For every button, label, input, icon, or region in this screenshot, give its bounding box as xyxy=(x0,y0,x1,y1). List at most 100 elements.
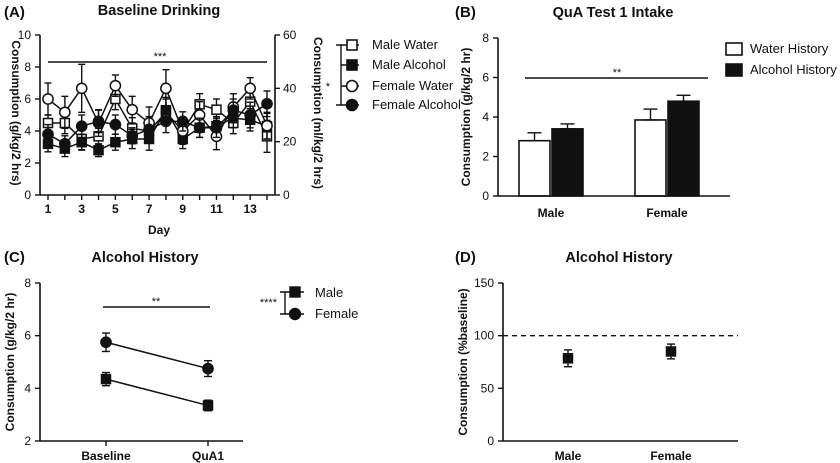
panel-a-y2tick-label-0: 0 xyxy=(283,188,290,202)
panel-a-legend: * Male Water Male Alcohol Female Water F… xyxy=(326,37,461,112)
panel-d-male-point xyxy=(562,353,574,364)
legend-marker-female xyxy=(288,307,302,321)
legend-label-water-history: Water History xyxy=(750,41,829,56)
panel-b-bar-female-alcohol-history xyxy=(667,100,700,197)
panel-b-ytick-label-6: 6 xyxy=(482,71,489,85)
panel-b-bar-female-water-history xyxy=(634,119,667,197)
panel-a-female-water-point-2 xyxy=(58,106,71,119)
legend-label-alcohol-history: Alcohol History xyxy=(750,62,837,77)
panel-b-xtick-label-male: Male xyxy=(538,206,565,220)
panel-b-legend: Water History Alcohol History xyxy=(725,41,837,77)
panel-d-ytick-label-150: 150 xyxy=(474,276,494,290)
panel-a-female-water-point-13 xyxy=(244,82,257,95)
panel-d-ylabel: Consumption (%baseline) xyxy=(456,288,470,435)
panel-c-legend: **** Male Female xyxy=(260,285,358,321)
panel-a-male-alcohol-point-4 xyxy=(93,144,104,156)
legend-marker-male-water xyxy=(346,39,358,51)
panel-c-title: Alcohol History xyxy=(91,250,198,266)
panel-a-y2tick-label-40: 40 xyxy=(283,81,297,95)
panel-c-xtick-label-qua1: QuA1 xyxy=(192,449,224,463)
panel-a-xtick-label-9: 9 xyxy=(179,202,186,216)
panel-d: (D) Alcohol History Consumption (%baseli… xyxy=(455,249,738,463)
panel-a-female-alcohol-point-5 xyxy=(109,118,122,131)
panel-a-xlabel: Day xyxy=(148,223,170,237)
panel-a-ylabel: Consumption (g/kg/2 hrs) xyxy=(9,40,23,185)
panel-a-significance: *** xyxy=(154,51,168,63)
panel-a-ytick-label-2: 2 xyxy=(24,156,31,170)
legend-marker-female-alcohol xyxy=(345,98,359,112)
panel-b-significance: ** xyxy=(613,67,622,79)
legend-marker-female-water xyxy=(345,79,359,93)
panel-c-ytick-label-2: 2 xyxy=(24,434,31,448)
panel-b-bar-male-alcohol-history xyxy=(551,128,584,197)
panel-a-female-alcohol-point-3 xyxy=(75,120,88,133)
panel-a-y2tick-label-20: 20 xyxy=(283,135,297,149)
panel-b-title: QuA Test 1 Intake xyxy=(553,5,674,21)
legend-swatch-alcohol-history xyxy=(725,63,743,77)
panel-a-female-alcohol-point-13 xyxy=(244,109,257,121)
panel-a-female-water-point-5 xyxy=(109,79,122,92)
legend-marker-male-alcohol xyxy=(346,59,358,71)
panel-a-ytick-label-6: 6 xyxy=(24,92,31,106)
panel-a-xtick-label-3: 3 xyxy=(78,202,85,216)
panel-c-ticks: 2 4 6 8 Baseline QuA1 xyxy=(24,276,224,463)
panel-a-label: (A) xyxy=(4,4,25,21)
panel-a-ytick-label-8: 8 xyxy=(24,60,31,74)
panel-a-xtick-label-11: 11 xyxy=(210,202,223,216)
legend-marker-male xyxy=(289,286,301,298)
panel-a-xtick-label-5: 5 xyxy=(112,202,119,216)
panel-a-male-alcohol-point-3 xyxy=(76,136,87,148)
panel-a-female-alcohol-point-10 xyxy=(193,121,206,134)
panel-b-label: (B) xyxy=(455,4,476,21)
panel-c-male-line xyxy=(105,378,209,407)
panel-d-ticks: 0 50 100 150 Male Female xyxy=(474,276,692,463)
panel-a-y2label: Consumption (ml/kg/2 hrs) xyxy=(311,37,325,189)
panel-c-legend-bracket xyxy=(280,291,286,315)
panel-d-title: Alcohol History xyxy=(565,250,672,266)
panel-a-female-alcohol-point-14 xyxy=(261,97,273,110)
panel-a-female-water-point-1 xyxy=(42,93,54,105)
panel-c-male-point-qua1 xyxy=(202,400,214,411)
panel-b-xtick-label-female: Female xyxy=(646,206,688,220)
panel-a-legend-bracket xyxy=(336,44,342,106)
panel-b-ytick-label-2: 2 xyxy=(482,150,489,164)
panel-d-xtick-label-male: Male xyxy=(555,449,582,463)
legend-swatch-water-history xyxy=(725,42,743,56)
panel-d-series xyxy=(562,343,677,368)
panel-a-female-alcohol-point-6 xyxy=(126,129,139,142)
panel-a-female-alcohol-point-8 xyxy=(160,115,172,128)
panel-a: (A) Baseline Drinking Consumption (g/kg/… xyxy=(4,3,461,237)
panel-a-female-alcohol-point-11 xyxy=(210,121,223,134)
panel-a-male-water-point-11 xyxy=(211,104,222,115)
panel-d-xtick-label-female: Female xyxy=(650,449,692,463)
panel-c-legend-significance: **** xyxy=(260,297,278,309)
panel-a-xtick-label-13: 13 xyxy=(243,202,257,216)
legend-label-female-water: Female Water xyxy=(372,78,454,93)
panel-c-xtick-label-baseline: Baseline xyxy=(81,449,131,463)
panel-b-ticks: 0 2 4 6 8 Male Female xyxy=(482,31,688,220)
panel-c-male-point-baseline xyxy=(100,373,112,385)
panel-d-ytick-label-100: 100 xyxy=(474,329,494,343)
panel-a-series xyxy=(42,63,273,158)
panel-d-ytick-label-50: 50 xyxy=(481,381,495,395)
legend-label-male-water: Male Water xyxy=(372,37,439,52)
legend-label-male-alcohol: Male Alcohol xyxy=(372,57,446,72)
panel-d-label: (D) xyxy=(455,249,476,266)
panel-b: (B) QuA Test 1 Intake Consumption (g/kg/… xyxy=(455,4,837,220)
panel-b-ytick-label-0: 0 xyxy=(482,189,489,203)
panel-c-ylabel: Consumption (g/kg/2 hr) xyxy=(3,293,17,432)
panel-c-significance: ** xyxy=(152,296,161,308)
panel-c-female-line xyxy=(105,341,209,370)
panel-c-label: (C) xyxy=(4,249,25,266)
panel-b-ytick-label-4: 4 xyxy=(482,110,489,124)
panel-a-female-alcohol-point-9 xyxy=(176,115,189,128)
panel-a-male-alcohol-point-5 xyxy=(110,136,121,148)
panel-a-xtick-label-7: 7 xyxy=(146,202,153,216)
panel-a-ytick-label-10: 10 xyxy=(18,28,32,42)
panel-a-title: Baseline Drinking xyxy=(98,3,220,19)
legend-label-male: Male xyxy=(315,285,343,300)
panel-b-ylabel: Consumption (g/kg/2 hr) xyxy=(459,48,473,187)
panel-a-female-water-point-6 xyxy=(126,103,139,116)
